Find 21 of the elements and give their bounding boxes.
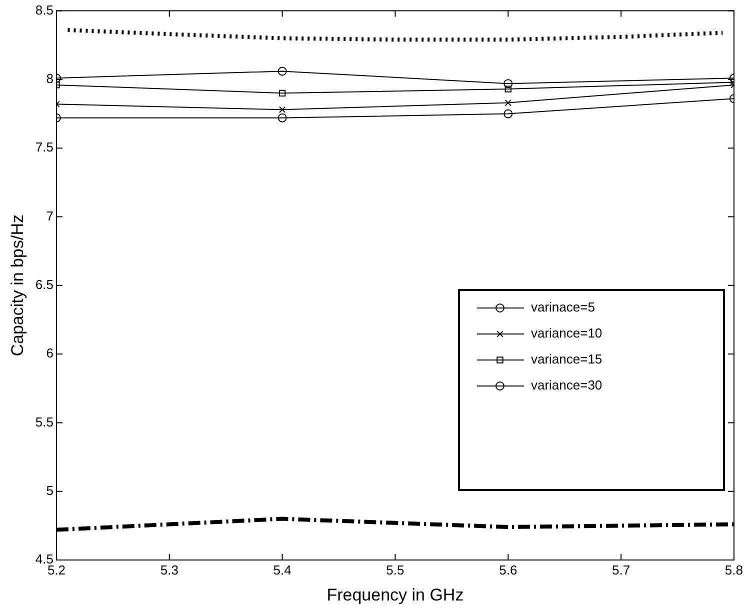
y-tick-label: 7.5 (35, 140, 54, 155)
y-tick-label: 5.5 (35, 414, 54, 430)
x-axis-title: Frequency in GHz (326, 585, 464, 604)
x-tick-label: 5.4 (273, 562, 292, 578)
y-tick-label: 7 (46, 208, 54, 224)
y-tick-label: 4.5 (35, 552, 54, 567)
y-tick-label: 8.5 (35, 2, 54, 18)
x-tick-label: 5.6 (499, 562, 518, 578)
legend-label: variance=10 (530, 326, 602, 341)
y-tick-label: 8 (46, 71, 54, 86)
legend-label: variance=30 (530, 378, 602, 393)
x-tick-label: 5.8 (724, 562, 744, 578)
y-axis-title: Capacity in bps/Hz (8, 214, 27, 356)
x-tick-label: 5.3 (160, 562, 178, 578)
y-tick-label: 6 (46, 346, 54, 361)
y-tick-label: 6.5 (35, 276, 54, 292)
y-tick-label: 5 (46, 482, 54, 498)
legend-label: variance=15 (530, 352, 602, 367)
x-tick-label: 5.7 (612, 562, 630, 578)
x-tick-label: 5.5 (386, 562, 404, 578)
legend-label: varinace=5 (530, 300, 595, 315)
